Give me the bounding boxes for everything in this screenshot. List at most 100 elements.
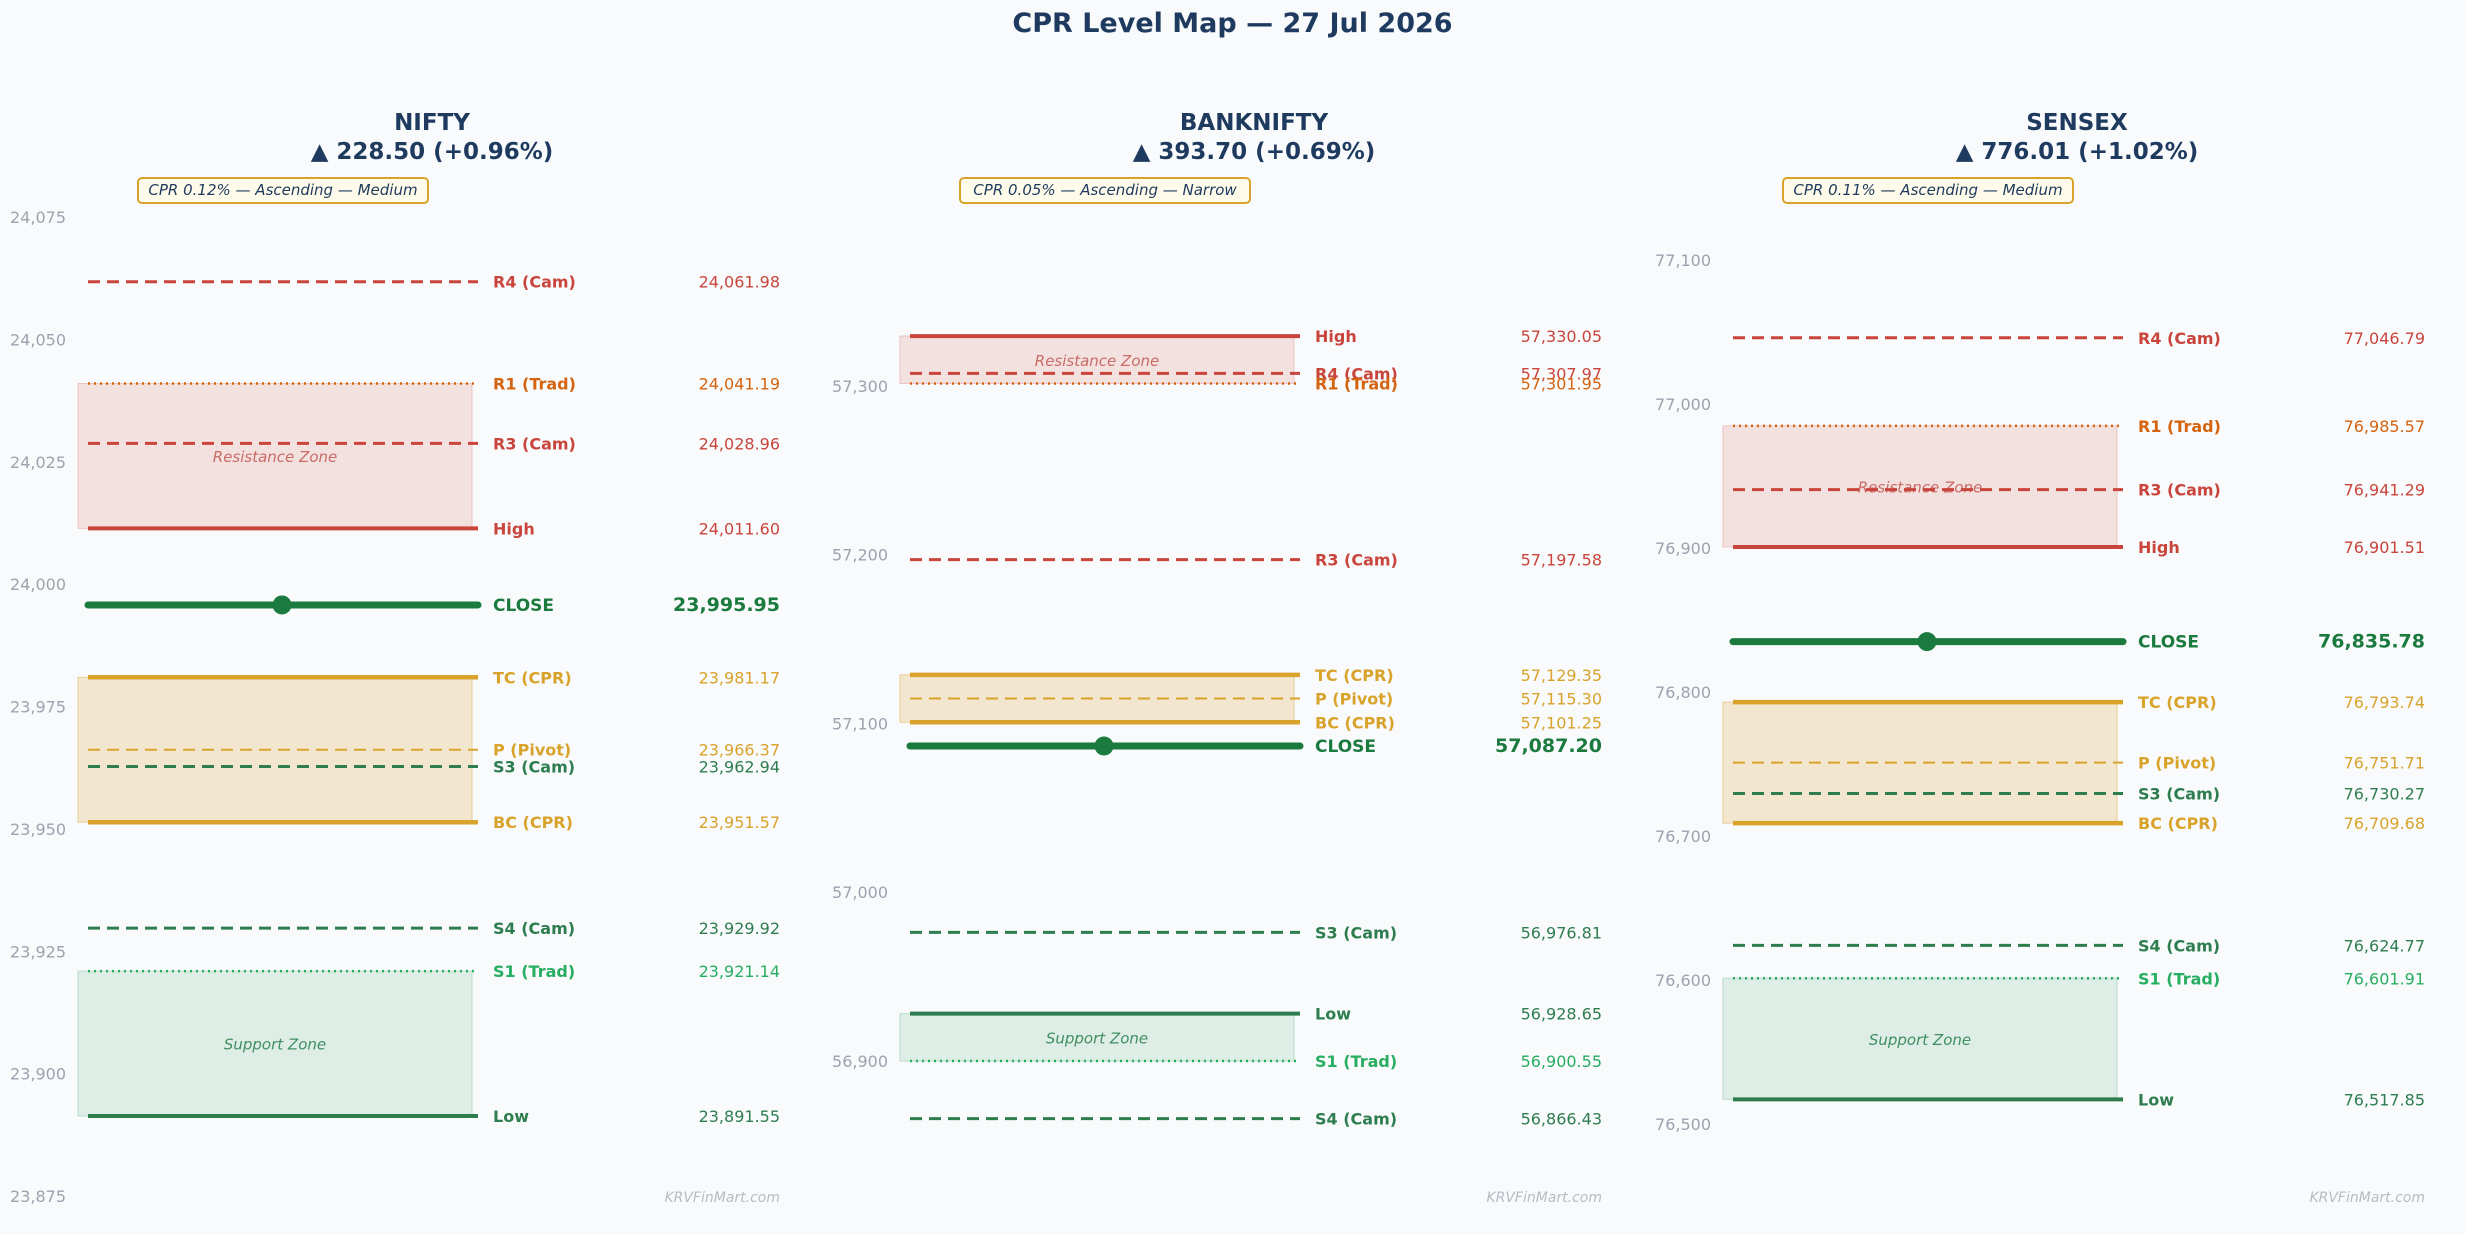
sensex-panel-title: SENSEX [2026,110,2128,136]
nifty-r4-cam-label: R4 (Cam) [493,273,576,292]
sensex-support-zone [1722,977,2118,1100]
banknifty-cpr-badge [959,177,1251,204]
sensex-s3-cam-label: S3 (Cam) [2138,784,2220,803]
banknifty-low-value: 56,928.65 [1521,1005,1602,1024]
sensex-s4-cam-label: S4 (Cam) [2138,936,2220,955]
nifty-tc-cpr-value: 23,981.17 [699,668,780,687]
nifty-change-label: ▲ 228.50 (+0.96%) [311,139,554,165]
nifty-close-label: CLOSE [493,596,554,616]
nifty-y-tick: 23,900 [10,1065,66,1084]
sensex-high-label: High [2138,538,2180,557]
nifty-close-value: 23,995.95 [673,594,780,616]
sensex-y-tick: 77,000 [1655,395,1711,414]
sensex-close-label: CLOSE [2138,633,2199,653]
banknifty-r4-cam-value: 57,307.97 [1521,364,1602,383]
banknifty-bc-cpr-value: 57,101.25 [1521,713,1602,732]
nifty-support-zone-label: Support Zone [224,1036,326,1054]
banknifty-low-label: Low [1315,1005,1351,1024]
sensex-support-zone-label: Support Zone [1869,1031,1971,1049]
banknifty-level-chart: BANKNIFTY ▲ 393.70 (+0.69%) CPR 0.05% — As… [832,110,1602,1206]
nifty-y-tick: 24,075 [10,208,66,227]
banknifty-y-tick: 57,100 [832,714,888,733]
sensex-level-chart: SENSEX ▲ 776.01 (+1.02%) CPR 0.11% — Ascen… [1655,110,2425,1206]
nifty-watermark: KRVFinMart.com [664,1190,780,1206]
banknifty-high-value: 57,330.05 [1521,327,1602,346]
nifty-p-pivot-value: 23,966.37 [699,741,780,760]
nifty-level-chart: NIFTY ▲ 228.50 (+0.96%) CPR 0.12% — Ascend… [10,110,780,1206]
sensex-high-value: 76,901.51 [2344,538,2425,557]
banknifty-close-value: 57,087.20 [1495,735,1602,757]
banknifty-panel: BANKNIFTY ▲ 393.70 (+0.69%) CPR 0.05% — As… [822,0,1642,1231]
nifty-support-zone [77,970,473,1117]
sensex-r1-trad-label: R1 (Trad) [2138,417,2221,436]
nifty-high-label: High [493,519,535,538]
sensex-r4-cam-value: 77,046.79 [2344,329,2425,348]
sensex-y-tick: 76,800 [1655,683,1711,702]
banknifty-close-label: CLOSE [1315,737,1376,757]
banknifty-s3-cam-value: 56,976.81 [1521,923,1602,942]
sensex-close-value: 76,835.78 [2318,631,2425,653]
nifty-bc-cpr-value: 23,951.57 [699,813,780,832]
sensex-y-tick: 76,500 [1655,1115,1711,1134]
banknifty-tc-cpr-label: TC (CPR) [1315,666,1394,685]
banknifty-y-tick: 56,900 [832,1052,888,1071]
nifty-s4-cam-label: S4 (Cam) [493,919,575,938]
nifty-resistance-zone [77,382,473,529]
banknifty-s1-trad-label: S1 (Trad) [1315,1052,1397,1071]
sensex-bc-cpr-value: 76,709.68 [2344,814,2425,833]
nifty-p-pivot-label: P (Pivot) [493,741,571,760]
banknifty-change-label: ▲ 393.70 (+0.69%) [1133,139,1376,165]
sensex-p-pivot-value: 76,751.71 [2344,754,2425,773]
banknifty-resistance-zone-label: Resistance Zone [1035,352,1159,370]
nifty-close-marker [272,595,292,615]
banknifty-y-tick: 57,000 [832,883,888,902]
nifty-s3-cam-label: S3 (Cam) [493,758,575,777]
sensex-s1-trad-label: S1 (Trad) [2138,969,2220,988]
banknifty-r3-cam-label: R3 (Cam) [1315,551,1398,570]
banknifty-s3-cam-label: S3 (Cam) [1315,923,1397,942]
nifty-cpr-badge-text: CPR 0.12% — Ascending — Medium [148,181,417,199]
sensex-r3-cam-label: R3 (Cam) [2138,481,2221,500]
nifty-y-tick: 23,975 [10,698,66,717]
banknifty-s4-cam-label: S4 (Cam) [1315,1110,1397,1129]
sensex-tc-cpr-value: 76,793.74 [2344,693,2425,712]
sensex-s1-trad-value: 76,601.91 [2344,969,2425,988]
banknifty-resistance-zone [899,335,1295,385]
sensex-r4-cam-label: R4 (Cam) [2138,329,2221,348]
nifty-y-tick: 24,025 [10,453,66,472]
banknifty-r1-trad-value: 57,301.95 [1521,375,1602,394]
nifty-r1-trad-label: R1 (Trad) [493,374,576,393]
nifty-high-value: 24,011.60 [699,519,780,538]
sensex-y-tick: 76,700 [1655,827,1711,846]
banknifty-watermark: KRVFinMart.com [1486,1190,1602,1206]
nifty-s1-trad-value: 23,921.14 [699,962,780,981]
nifty-y-tick: 23,925 [10,942,66,961]
banknifty-r3-cam-value: 57,197.58 [1521,551,1602,570]
banknifty-panel-title: BANKNIFTY [1180,110,1329,136]
banknifty-support-zone [899,1013,1295,1062]
sensex-cpr-badge [1782,177,2074,204]
nifty-low-label: Low [493,1107,529,1126]
banknifty-cpr-zone [899,674,1295,723]
banknifty-s4-cam-value: 56,866.43 [1521,1110,1602,1129]
sensex-p-pivot-label: P (Pivot) [2138,754,2216,773]
sensex-r1-trad-value: 76,985.57 [2344,417,2425,436]
banknifty-close-marker [1094,736,1114,756]
banknifty-r4-cam-label: R4 (Cam) [1315,364,1398,383]
banknifty-y-tick: 57,200 [832,546,888,565]
nifty-y-tick: 24,050 [10,330,66,349]
nifty-bc-cpr-label: BC (CPR) [493,813,573,832]
sensex-resistance-zone-label: Resistance Zone [1858,478,1982,496]
nifty-r1-trad-value: 24,041.19 [699,374,780,393]
nifty-r3-cam-value: 24,028.96 [699,434,780,453]
nifty-r4-cam-value: 24,061.98 [699,273,780,292]
sensex-r3-cam-value: 76,941.29 [2344,481,2425,500]
banknifty-y-tick: 57,300 [832,377,888,396]
sensex-s4-cam-value: 76,624.77 [2344,936,2425,955]
nifty-panel-title: NIFTY [394,110,470,136]
sensex-y-tick: 76,600 [1655,971,1711,990]
sensex-tc-cpr-label: TC (CPR) [2138,693,2217,712]
banknifty-support-zone-label: Support Zone [1046,1029,1148,1047]
sensex-y-tick: 77,100 [1655,251,1711,270]
sensex-y-tick: 76,900 [1655,539,1711,558]
